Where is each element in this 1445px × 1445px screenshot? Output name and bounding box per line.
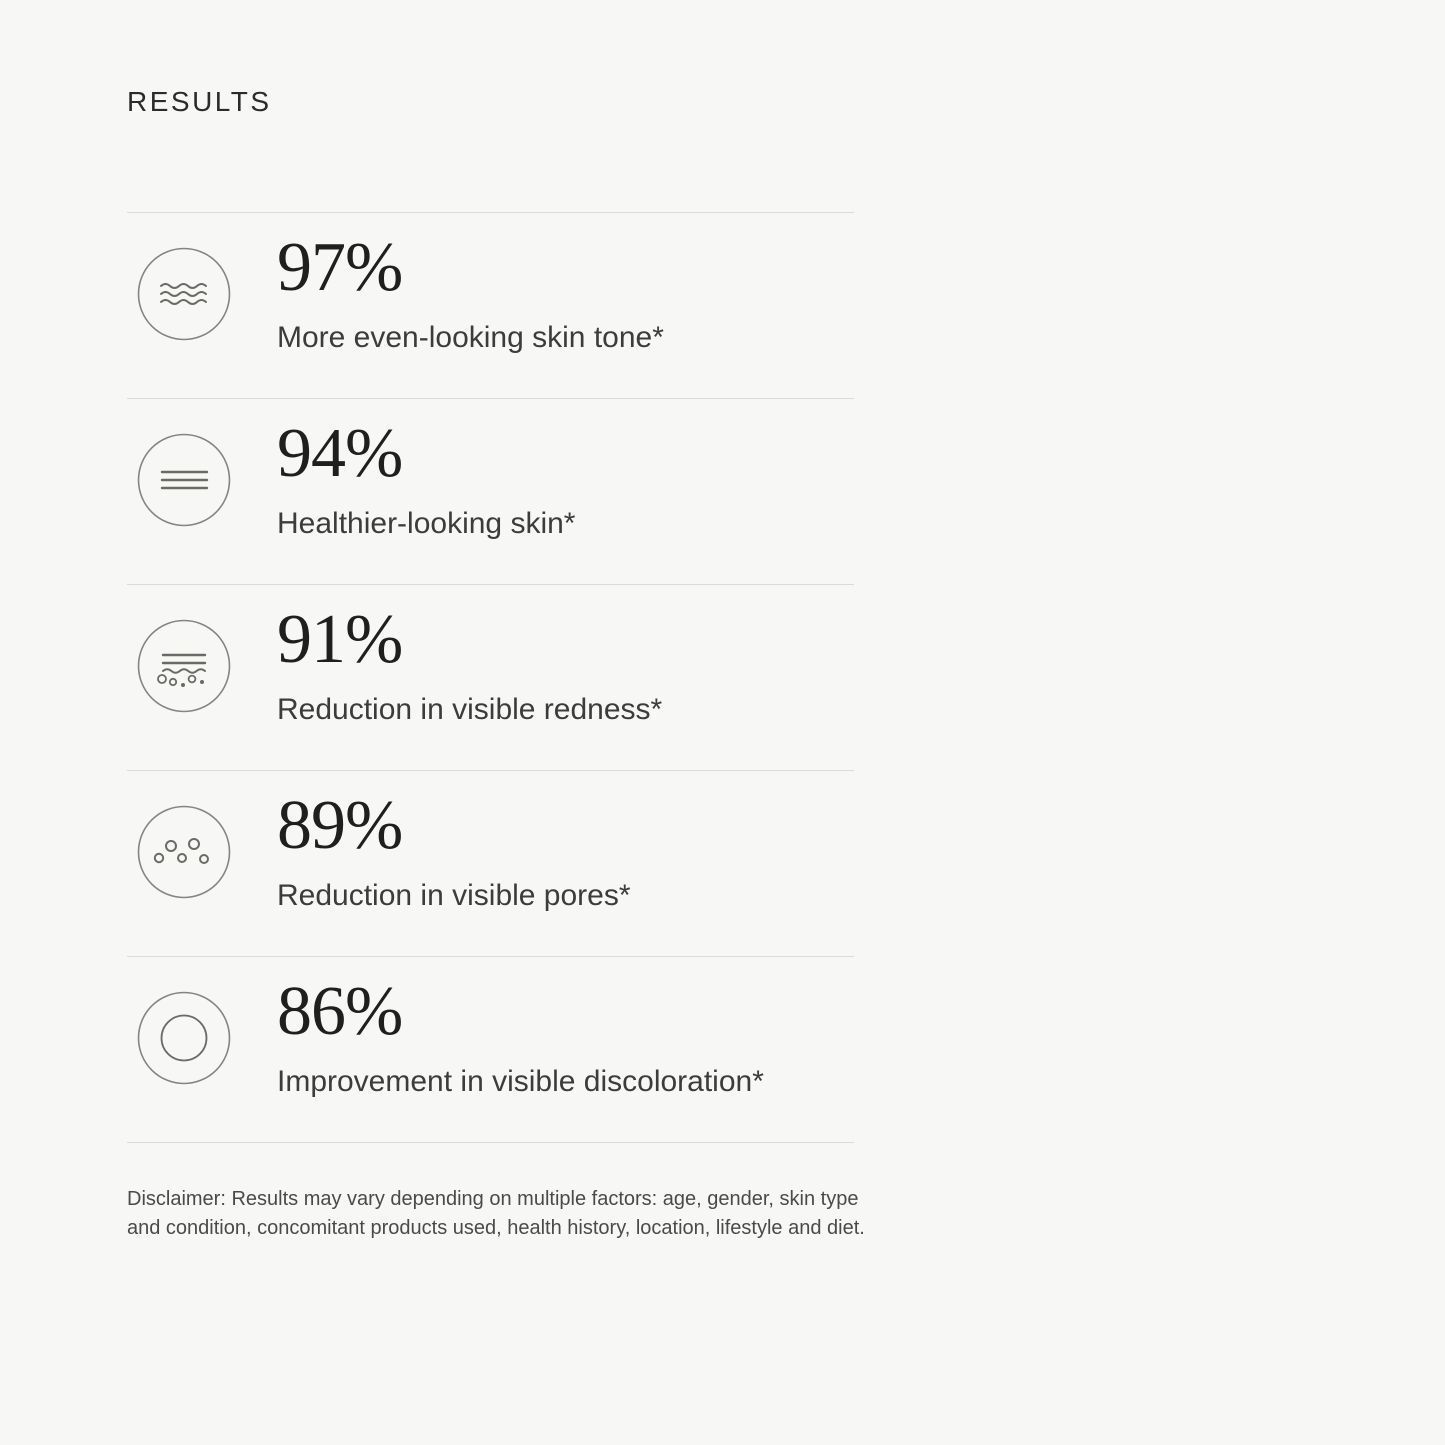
result-label: Healthier-looking skin* (277, 507, 576, 540)
result-text: 91% Reduction in visible redness* (277, 585, 662, 727)
result-text: 86% Improvement in visible discoloration… (277, 957, 764, 1099)
result-percent: 86% (277, 973, 403, 1050)
result-row-redness: 91% Reduction in visible redness* (127, 584, 854, 770)
result-percent: 91% (277, 601, 403, 678)
result-percent: 97% (277, 229, 403, 306)
pores-dots-icon (137, 805, 231, 899)
result-percent: 89% (277, 787, 403, 864)
skin-layers-icon (137, 619, 231, 713)
results-list: 97% More even-looking skin tone* 94% Hea… (127, 212, 854, 1143)
waves-icon (137, 247, 231, 341)
horizontal-lines-icon (137, 433, 231, 527)
result-text: 94% Healthier-looking skin* (277, 399, 575, 541)
result-icon-circle (127, 213, 277, 341)
result-label: Reduction in visible pores* (277, 879, 631, 912)
results-section: RESULTS 97% More even-looking skin tone* (127, 0, 865, 1243)
result-icon-circle (127, 399, 277, 527)
result-label: Improvement in visible discoloration* (277, 1065, 764, 1098)
result-icon-circle (127, 957, 277, 1085)
result-label: Reduction in visible redness* (277, 693, 663, 726)
concentric-rings-icon (137, 991, 231, 1085)
result-text: 97% More even-looking skin tone* (277, 213, 664, 355)
result-percent: 94% (277, 415, 403, 492)
section-title: RESULTS (127, 86, 272, 117)
result-icon-circle (127, 585, 277, 713)
result-row-healthier-skin: 94% Healthier-looking skin* (127, 398, 854, 584)
result-label: More even-looking skin tone* (277, 321, 664, 354)
result-text: 89% Reduction in visible pores* (277, 771, 631, 913)
disclaimer-text: Disclaimer: Results may vary depending o… (127, 1188, 865, 1239)
result-row-pores: 89% Reduction in visible pores* (127, 770, 854, 956)
result-icon-circle (127, 771, 277, 899)
result-row-discoloration: 86% Improvement in visible discoloration… (127, 956, 854, 1142)
result-row-skin-tone: 97% More even-looking skin tone* (127, 212, 854, 398)
